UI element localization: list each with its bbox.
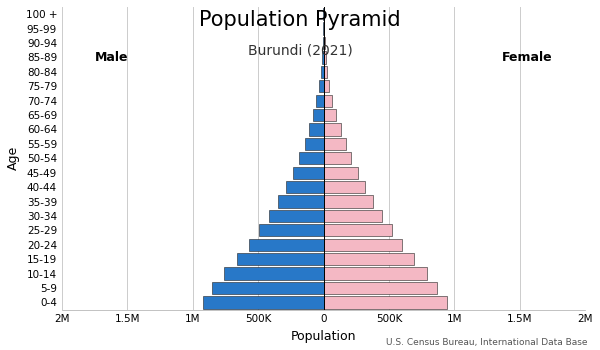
Bar [323, 239, 402, 251]
Bar [299, 152, 323, 164]
Text: U.S. Census Bureau, International Data Base: U.S. Census Bureau, International Data B… [386, 337, 588, 346]
Bar [323, 37, 325, 49]
Bar [323, 253, 414, 265]
Bar [323, 195, 373, 208]
Bar [323, 210, 382, 222]
Bar [323, 296, 446, 309]
Bar [259, 224, 323, 237]
Bar [323, 94, 332, 107]
Bar [249, 239, 323, 251]
Bar [269, 210, 323, 222]
Bar [313, 109, 323, 121]
X-axis label: Population: Population [291, 330, 356, 343]
Bar [323, 80, 329, 92]
Bar [212, 282, 323, 294]
Bar [321, 66, 323, 78]
Bar [278, 195, 323, 208]
Bar [319, 80, 323, 92]
Bar [224, 267, 323, 280]
Text: Female: Female [502, 51, 553, 64]
Bar [293, 167, 323, 179]
Bar [323, 282, 437, 294]
Bar [323, 123, 341, 135]
Bar [309, 123, 323, 135]
Bar [323, 167, 358, 179]
Bar [322, 51, 323, 63]
Bar [323, 224, 392, 237]
Y-axis label: Age: Age [7, 146, 20, 170]
Bar [323, 152, 351, 164]
Bar [203, 296, 323, 309]
Bar [323, 51, 326, 63]
Bar [316, 94, 323, 107]
Text: Male: Male [95, 51, 128, 64]
Text: Population Pyramid: Population Pyramid [199, 10, 401, 30]
Bar [286, 181, 323, 193]
Bar [323, 109, 336, 121]
Bar [305, 138, 323, 150]
Bar [323, 181, 365, 193]
Text: Burundi (2021): Burundi (2021) [248, 44, 352, 58]
Bar [323, 138, 346, 150]
Bar [323, 66, 327, 78]
Bar [323, 22, 325, 35]
Bar [237, 253, 323, 265]
Bar [323, 267, 427, 280]
